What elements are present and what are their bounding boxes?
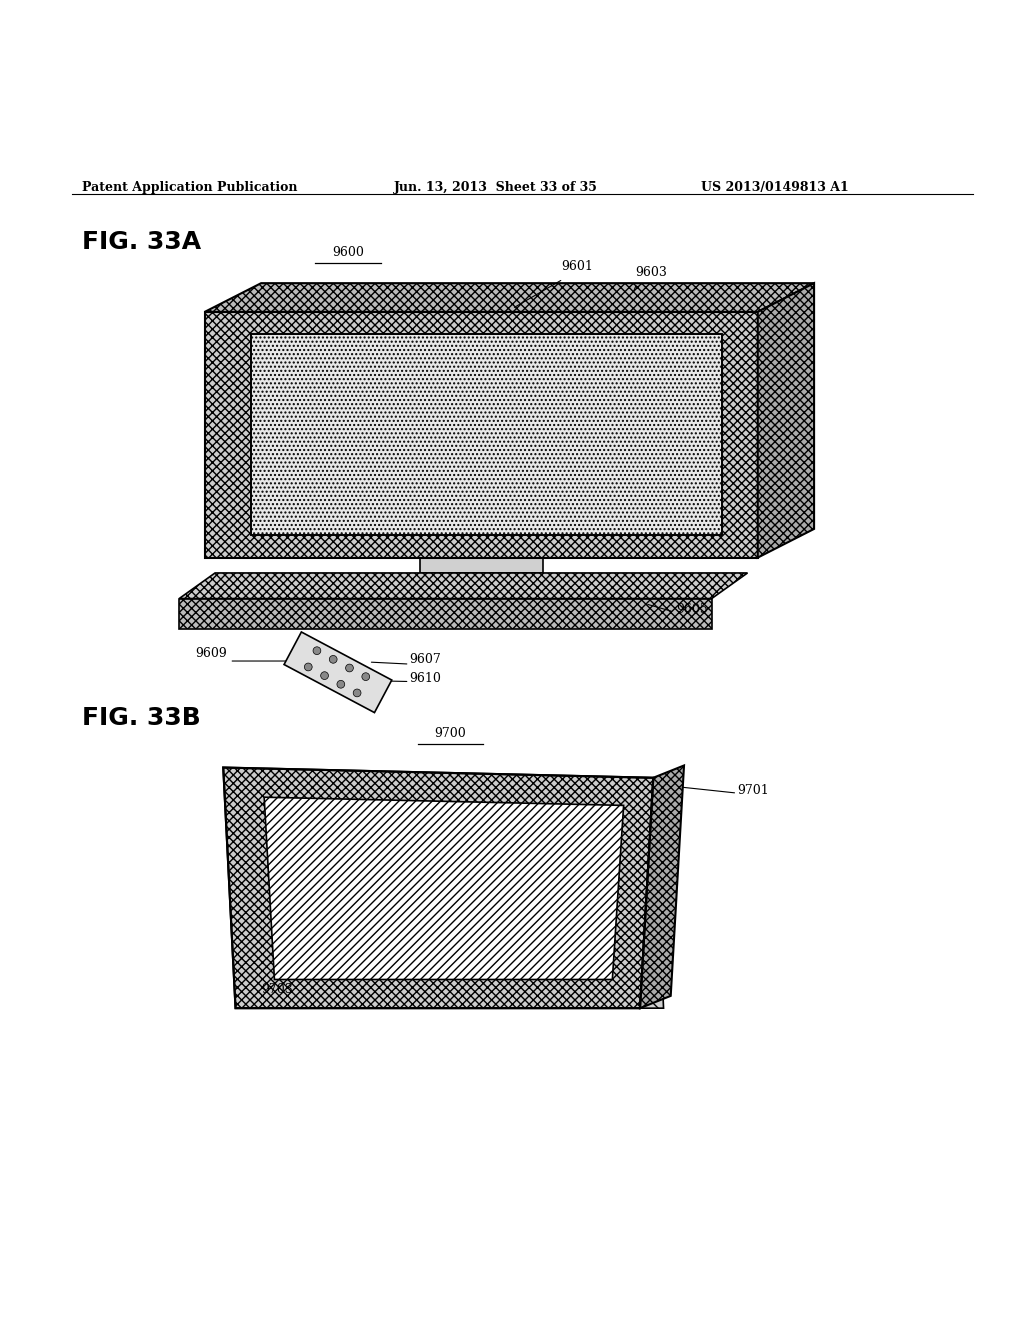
Circle shape [321, 672, 329, 680]
Circle shape [313, 647, 321, 655]
Text: US 2013/0149813 A1: US 2013/0149813 A1 [701, 181, 849, 194]
Text: 9600: 9600 [332, 246, 365, 259]
Text: 9603: 9603 [635, 267, 667, 279]
Circle shape [337, 680, 345, 688]
Polygon shape [251, 334, 722, 535]
Circle shape [353, 689, 361, 697]
Text: 9609: 9609 [196, 647, 227, 660]
Text: 9610: 9610 [410, 672, 441, 685]
Text: FIG. 33B: FIG. 33B [82, 706, 201, 730]
Text: FIG. 33A: FIG. 33A [82, 230, 201, 253]
Circle shape [330, 656, 337, 663]
Polygon shape [284, 632, 392, 713]
Polygon shape [223, 767, 653, 1008]
Polygon shape [179, 573, 748, 598]
Circle shape [361, 673, 370, 681]
Polygon shape [640, 766, 684, 1008]
Text: Jun. 13, 2013  Sheet 33 of 35: Jun. 13, 2013 Sheet 33 of 35 [394, 181, 598, 194]
Polygon shape [264, 797, 624, 979]
Text: 9607: 9607 [410, 653, 441, 667]
Text: 9605: 9605 [676, 603, 708, 616]
Text: 9601: 9601 [561, 260, 593, 273]
Circle shape [345, 664, 353, 672]
Polygon shape [205, 312, 758, 557]
Polygon shape [420, 553, 543, 573]
Text: Patent Application Publication: Patent Application Publication [82, 181, 297, 194]
Text: 9701: 9701 [737, 784, 769, 797]
Polygon shape [179, 598, 712, 630]
Text: 9700: 9700 [434, 727, 467, 741]
Text: 9703: 9703 [261, 982, 293, 995]
Circle shape [304, 663, 312, 671]
Polygon shape [758, 284, 814, 557]
Polygon shape [205, 284, 814, 312]
Polygon shape [627, 824, 664, 1008]
